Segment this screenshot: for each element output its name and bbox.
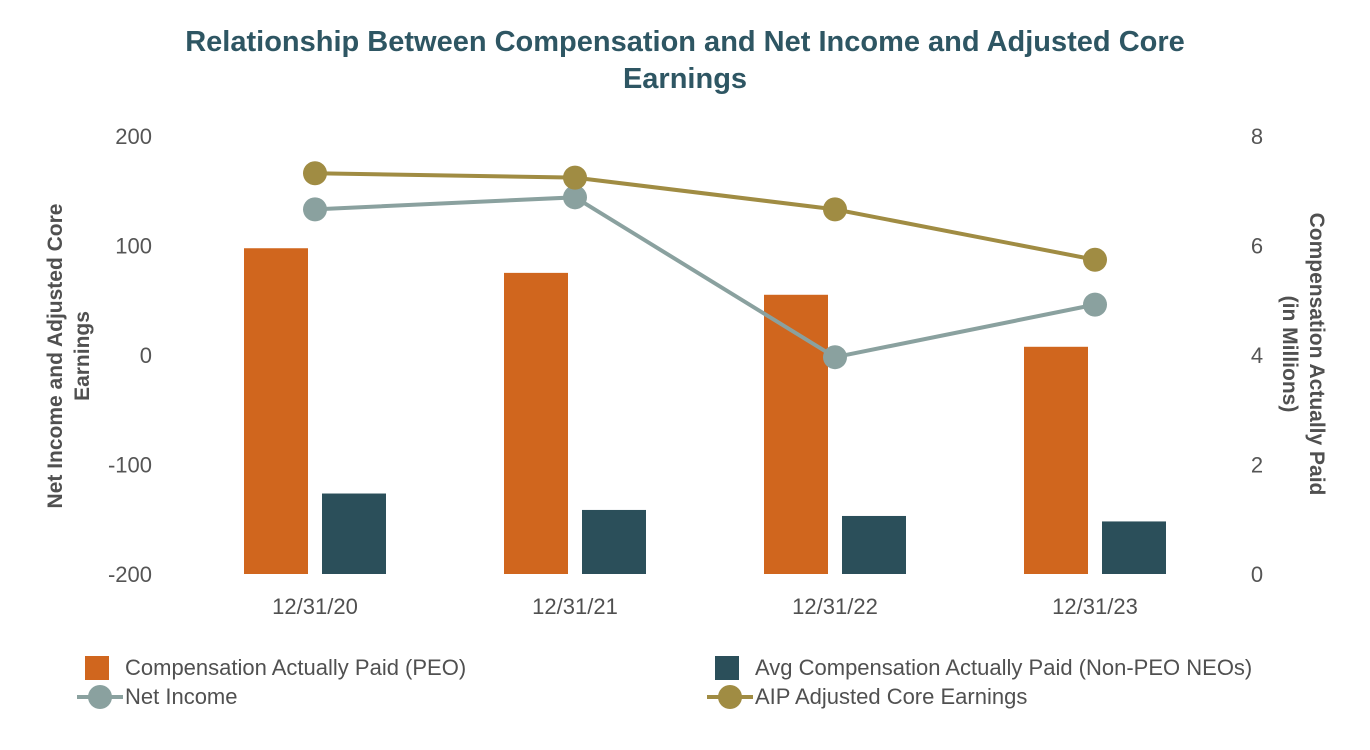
line-series <box>303 161 1107 370</box>
point-aip-core-earnings <box>303 161 327 186</box>
line-aip-core-earnings <box>314 171 1096 262</box>
left-axis-label-line-2: Earnings <box>71 311 94 401</box>
right-axis-tick-label: 4 <box>1251 343 1263 368</box>
legend-label-peo-cap: Compensation Actually Paid (PEO) <box>125 655 467 680</box>
x-axis-tick-label: 12/31/20 <box>272 594 358 619</box>
chart-legend: Compensation Actually Paid (PEO) Avg Com… <box>0 650 1370 720</box>
legend-swatch-neo-cap <box>715 656 739 680</box>
legend-swatch-net-income <box>77 685 123 709</box>
x-axis-tick-label: 12/31/21 <box>532 594 618 619</box>
bar-neo-avg-cap <box>322 493 386 574</box>
bar-series <box>244 248 1166 575</box>
legend-label-neo-cap: Avg Compensation Actually Paid (Non-PEO … <box>755 655 1253 680</box>
left-axis-tick-label: -100 <box>108 453 152 478</box>
legend-item-peo-cap: Compensation Actually Paid (PEO) <box>85 655 466 681</box>
bar-neo-avg-cap <box>842 515 906 574</box>
chart-title-line-2: Earnings <box>622 63 748 95</box>
left-axis-label-line-1: Net Income and Adjusted Core <box>44 204 67 509</box>
left-axis-tick-label: 0 <box>140 343 152 368</box>
left-axis-tick-label: 100 <box>115 234 152 259</box>
point-aip-core-earnings <box>823 197 847 222</box>
right-axis-label-line-1: Compensation Actually Paid <box>1305 213 1328 496</box>
x-axis-tick-label: 12/31/23 <box>1052 594 1138 619</box>
right-axis-tick-label: 2 <box>1251 453 1263 478</box>
bar-peo-cap <box>244 248 308 575</box>
legend-swatch-peo-cap <box>85 656 109 680</box>
right-axis-ticks: 8 6 4 2 0 <box>1251 124 1263 587</box>
point-net-income <box>823 345 847 370</box>
legend-item-net-income: Net Income <box>77 684 238 710</box>
legend-label-aip-core-earnings: AIP Adjusted Core Earnings <box>755 684 1028 709</box>
right-axis-tick-label: 8 <box>1251 124 1263 149</box>
left-axis-tick-label: 200 <box>115 124 152 149</box>
point-net-income <box>563 185 587 210</box>
right-axis-tick-label: 0 <box>1251 562 1263 587</box>
chart-title-line-1: Relationship Between Compensation and Ne… <box>185 26 1185 58</box>
point-net-income <box>303 197 327 222</box>
line-net-income <box>314 195 1096 360</box>
legend-swatch-aip-core-earnings <box>707 685 753 709</box>
right-axis-label-line-2: (in Millions) <box>1278 296 1301 413</box>
bar-neo-avg-cap <box>582 509 646 574</box>
bar-peo-cap <box>1024 346 1088 574</box>
legend-item-aip-core-earnings: AIP Adjusted Core Earnings <box>707 684 1027 710</box>
bar-peo-cap <box>764 294 828 574</box>
legend-label-net-income: Net Income <box>125 684 238 709</box>
x-axis-ticks: 12/31/20 12/31/21 12/31/22 12/31/23 <box>272 594 1138 619</box>
bar-neo-avg-cap <box>1102 521 1166 574</box>
left-axis-tick-label: -200 <box>108 562 152 587</box>
left-axis-ticks: 200 100 0 -100 -200 <box>108 124 152 587</box>
x-axis-tick-label: 12/31/22 <box>792 594 878 619</box>
point-aip-core-earnings <box>563 165 587 190</box>
legend-item-neo-cap: Avg Compensation Actually Paid (Non-PEO … <box>715 655 1252 681</box>
point-aip-core-earnings <box>1083 247 1107 272</box>
bar-peo-cap <box>504 272 568 574</box>
point-net-income <box>1083 292 1107 317</box>
right-axis-tick-label: 6 <box>1251 234 1263 259</box>
chart-title: Relationship Between Compensation and Ne… <box>0 24 1370 98</box>
